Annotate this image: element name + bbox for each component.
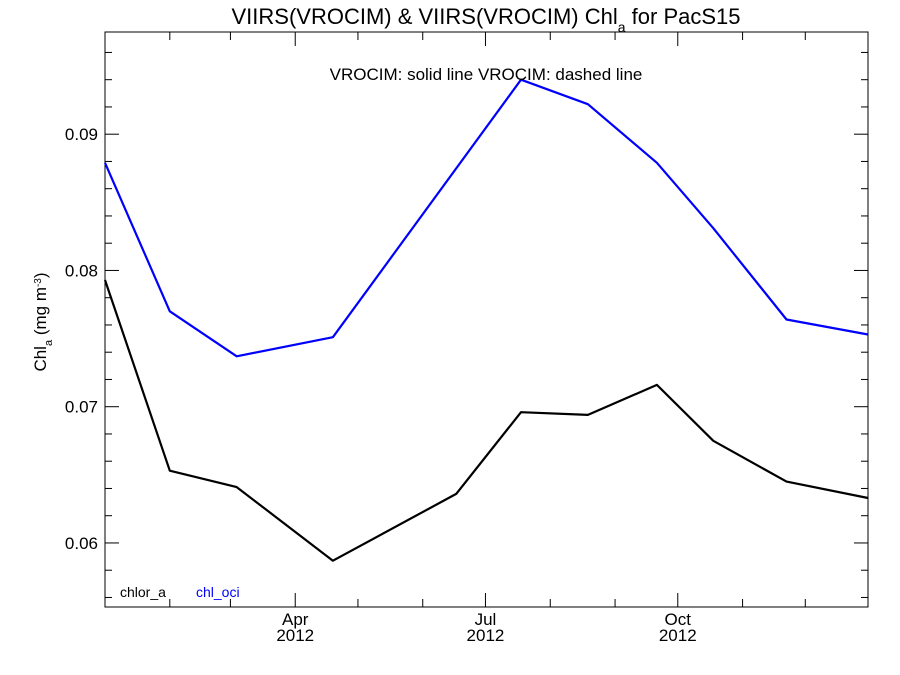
plot-area bbox=[104, 31, 869, 608]
y-tick-label: 0.08 bbox=[65, 261, 98, 280]
y-tick-label: 0.07 bbox=[65, 398, 98, 417]
x-tick-label-year: 2012 bbox=[467, 626, 505, 645]
y-tick-label: 0.06 bbox=[65, 534, 98, 553]
x-tick-label-year: 2012 bbox=[276, 626, 314, 645]
chart-annotation: VROCIM: solid line VROCIM: dashed line bbox=[330, 65, 643, 84]
series-layer bbox=[103, 78, 869, 562]
x-tick-label-month: Apr bbox=[282, 610, 309, 629]
legend-chlor-a: chlor_a bbox=[120, 584, 166, 600]
chart-title: VIIRS(VROCIM) & VIIRS(VROCIM) Chla for P… bbox=[232, 4, 741, 35]
series-line-chlor-a bbox=[103, 279, 869, 562]
y-axis-label: Chla (mg m-3) bbox=[31, 272, 55, 371]
y-tick-label: 0.09 bbox=[65, 125, 98, 144]
axis-ticks bbox=[105, 32, 868, 607]
x-tick-label-month: Jul bbox=[475, 610, 497, 629]
x-tick-label-year: 2012 bbox=[659, 626, 697, 645]
series-line-chl-oci bbox=[103, 78, 869, 358]
x-tick-label-month: Oct bbox=[665, 610, 692, 629]
legend-chl-oci: chl_oci bbox=[196, 584, 240, 600]
